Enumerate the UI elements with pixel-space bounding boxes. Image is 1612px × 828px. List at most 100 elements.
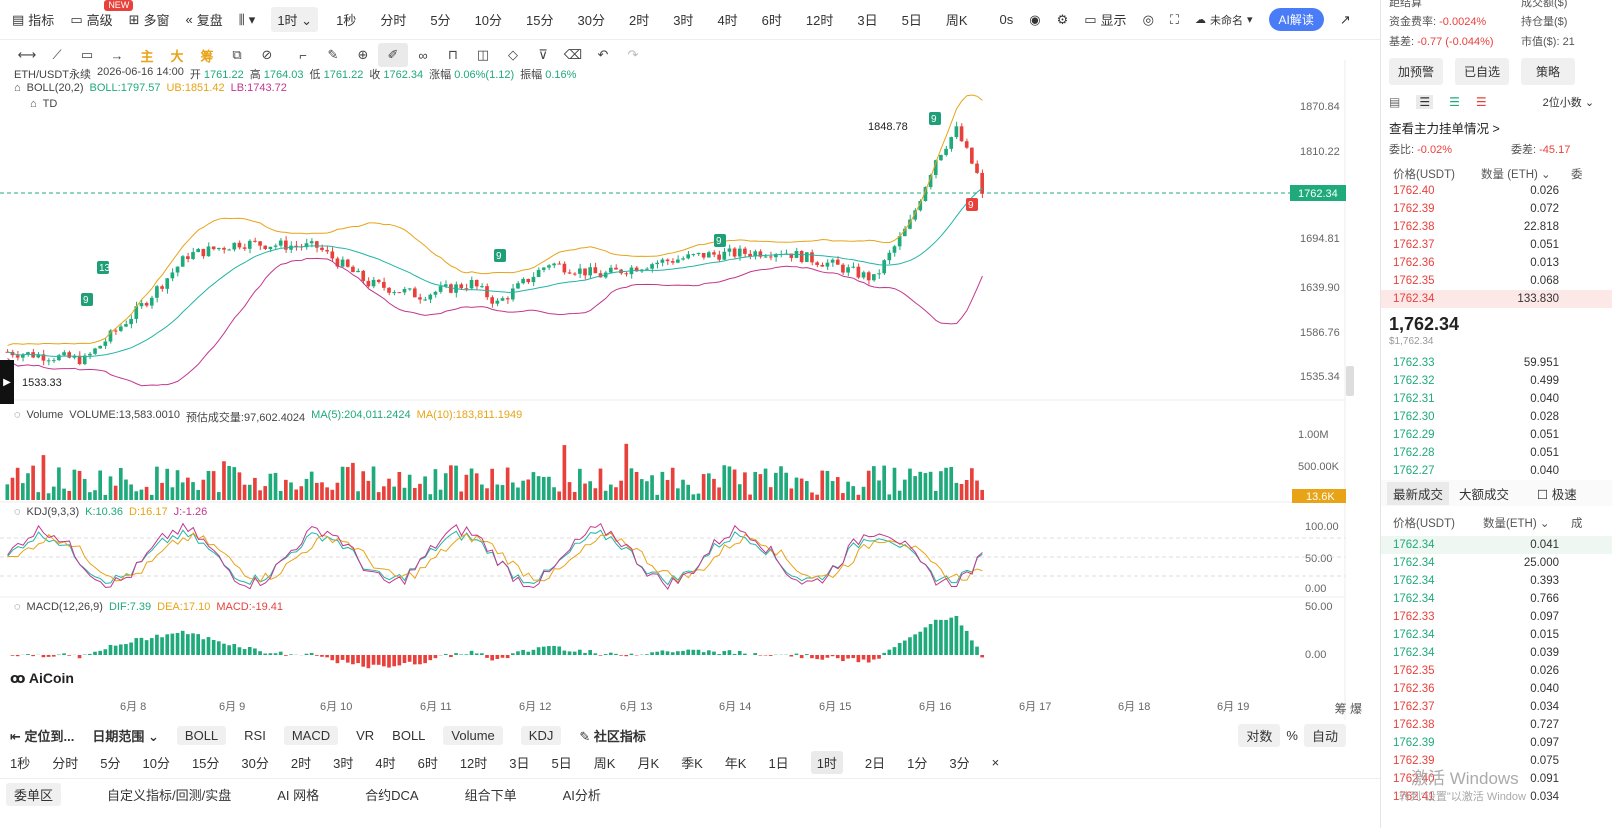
interval-select[interactable]: 1时 ⌄ [271, 7, 319, 32]
interval-quick-option[interactable]: 1时 [810, 750, 843, 774]
interval-option[interactable]: 周K [945, 13, 968, 28]
indicator-button[interactable]: ▤ 指标 [12, 11, 55, 29]
interval-quick-option[interactable]: 周K [593, 755, 616, 771]
interval-option[interactable]: 6时 [761, 13, 782, 28]
boll-legend[interactable]: ⌂ BOLL(20,2) BOLL:1797.57 UB:1851.42 LB:1… [14, 82, 287, 94]
community-indicator-button[interactable]: ✎ 社区指标 [579, 728, 646, 744]
bid-row[interactable]: 1762.31 0.040 [1393, 393, 1559, 405]
bid-row[interactable]: 1762.33 59.951 [1393, 357, 1559, 369]
undo-icon[interactable]: ↶ [597, 47, 609, 62]
crossed-tool-icon[interactable]: ⊘ [261, 47, 273, 62]
volume-legend[interactable]: ◌ Volume VOLUME:13,583.0010 预估成交量:97,602.… [14, 409, 523, 424]
panel-resize-handle[interactable] [1346, 366, 1354, 396]
ask-row[interactable]: 1762.34 133.830 [1381, 290, 1612, 308]
bottom-tab[interactable]: AI 网格 [277, 788, 320, 803]
bottom-tab[interactable]: 自定义指标/回测/实盘 [107, 788, 232, 803]
rectangle-icon[interactable]: ▭ [80, 47, 94, 62]
interval-option[interactable]: 3时 [673, 13, 694, 28]
layout-both-icon[interactable]: ☰ [1416, 95, 1434, 109]
interval-quick-option[interactable]: 10分 [142, 755, 170, 771]
interval-quick-option[interactable]: 年K [724, 755, 747, 771]
arrow-tool-icon[interactable]: → [110, 47, 124, 63]
macd-legend[interactable]: ◌ MACD(12,26,9) DIF:7.39 DEA:17.10 MACD:-… [14, 601, 283, 613]
account-select[interactable]: ☁ 未命名 ▾ [1195, 14, 1253, 27]
bid-row[interactable]: 1762.28 0.051 [1393, 447, 1559, 459]
redo-icon[interactable]: ↷ [627, 47, 639, 62]
interval-option[interactable]: 10分 [474, 13, 503, 28]
kdj-toggle[interactable]: KDJ [520, 725, 562, 745]
display-button[interactable]: ▭ 显示 [1084, 11, 1127, 29]
camera-icon[interactable]: ◉ [1029, 11, 1041, 27]
ask-row[interactable]: 1762.38 22.818 [1393, 221, 1559, 233]
interval-option[interactable]: 4时 [717, 13, 738, 28]
date-range-select[interactable]: 日期范围 ⌄ [92, 728, 159, 744]
share-icon[interactable]: ↗ [1339, 11, 1351, 27]
chips-button[interactable]: 筹 [200, 48, 214, 64]
interval-quick-option[interactable]: 分时 [52, 755, 79, 771]
lock-icon[interactable]: ⊓ [447, 47, 459, 62]
boll-toggle[interactable]: BOLL [176, 725, 227, 745]
interval-quick-option[interactable]: 2时 [290, 755, 312, 771]
bottom-tab[interactable]: AI分析 [562, 788, 601, 803]
volume-toggle[interactable]: Volume [443, 725, 503, 745]
tab-large-trades[interactable]: 大额成交 [1459, 487, 1510, 502]
layout-all-icon[interactable]: ▤ [1389, 95, 1401, 109]
horizontal-line-icon[interactable]: ⟷ [17, 47, 37, 62]
interval-quick-option[interactable]: 1日 [768, 755, 789, 771]
big-order-button[interactable]: 大 [170, 48, 184, 64]
layout-bids-icon[interactable]: ☰ [1449, 95, 1460, 109]
bottom-tab[interactable]: 合约DCA [365, 788, 419, 803]
interval-option[interactable]: 1秒 [336, 13, 357, 28]
interval-quick-option[interactable]: 3日 [509, 755, 530, 771]
interval-quick-option[interactable]: 1分 [907, 755, 928, 771]
interval-option[interactable]: 5分 [430, 13, 451, 28]
chart-canvas[interactable]: 1870.84 1810.22 1694.81 1639.90 1586.76 1535.… [0, 60, 1380, 720]
interval-quick-option[interactable]: 季K [681, 755, 703, 771]
ask-row[interactable]: 1762.35 0.068 [1393, 275, 1559, 287]
advanced-button[interactable]: NEW ▭ 高级 [70, 0, 134, 29]
zoom-icon[interactable]: ⊕ [357, 47, 369, 62]
ask-row[interactable]: 1762.40 0.026 [1393, 185, 1559, 197]
interval-quick-option[interactable]: 15分 [191, 755, 220, 771]
interval-quick-option[interactable]: 3分 [949, 755, 970, 771]
interval-quick-option[interactable]: 5日 [551, 755, 572, 771]
kdj-legend[interactable]: ◌ KDJ(9,3,3) K:10.36 D:16.17 J:-1.26 [14, 506, 208, 518]
interval-quick-option[interactable]: 3时 [333, 755, 354, 771]
main-force-button[interactable]: 主 [140, 48, 154, 64]
interval-option[interactable]: 15分 [526, 13, 554, 28]
bottom-tab[interactable]: 组合下单 [464, 788, 517, 803]
panel-action-button[interactable]: 策略 [1521, 58, 1575, 85]
crop-icon[interactable]: ⌐ [299, 47, 307, 63]
percent-toggle[interactable]: % [1286, 727, 1298, 743]
ai-interpret-button[interactable]: AI解读 [1268, 8, 1324, 31]
box-dollar-icon[interactable]: ⧉ [232, 47, 242, 62]
chart-type-button[interactable]: ⫼ ▾ [239, 12, 256, 28]
interval-quick-option[interactable]: 5分 [100, 755, 121, 771]
auto-toggle[interactable]: 自动 [1303, 723, 1346, 747]
fullscreen-icon[interactable]: ⛶ [1169, 11, 1180, 27]
link-icon[interactable]: ∞ [418, 47, 428, 63]
bottom-tab[interactable]: 委单区 [6, 783, 62, 806]
bid-row[interactable]: 1762.27 0.040 [1393, 465, 1559, 477]
chart-area[interactable]: 1870.84 1810.22 1694.81 1639.90 1586.76 1535.… [0, 60, 1380, 720]
interval-quick-option[interactable]: 1秒 [10, 755, 31, 771]
target-icon[interactable]: ◎ [1142, 11, 1154, 27]
panel-action-button[interactable]: 已自选 [1455, 58, 1509, 85]
interval-option[interactable]: 3日 [857, 13, 878, 28]
vr-toggle[interactable]: VR [356, 727, 375, 743]
interval-quick-option[interactable]: 4时 [375, 755, 396, 771]
rsi-toggle[interactable]: RSI [244, 727, 266, 743]
interval-option[interactable]: 5日 [901, 13, 922, 28]
pencil-icon[interactable]: ✎ [327, 47, 339, 62]
bid-row[interactable]: 1762.29 0.051 [1393, 429, 1559, 441]
bid-row[interactable]: 1762.30 0.028 [1393, 411, 1559, 423]
locate-button[interactable]: ⇤ 定位到... [10, 728, 75, 744]
boll2-toggle[interactable]: BOLL [392, 727, 426, 743]
trade-qty-col-select[interactable]: 数量(ETH) ⌄ [1483, 518, 1550, 530]
interval-option[interactable]: 2时 [628, 13, 650, 28]
tab-latest-trades[interactable]: 最新成交 [1387, 481, 1450, 505]
interval-quick-option[interactable]: × [991, 754, 1000, 770]
td-legend[interactable]: ⌂ TD [30, 98, 58, 110]
interval-quick-option[interactable]: 6时 [417, 755, 438, 771]
interval-quick-option[interactable]: 2日 [864, 755, 886, 771]
